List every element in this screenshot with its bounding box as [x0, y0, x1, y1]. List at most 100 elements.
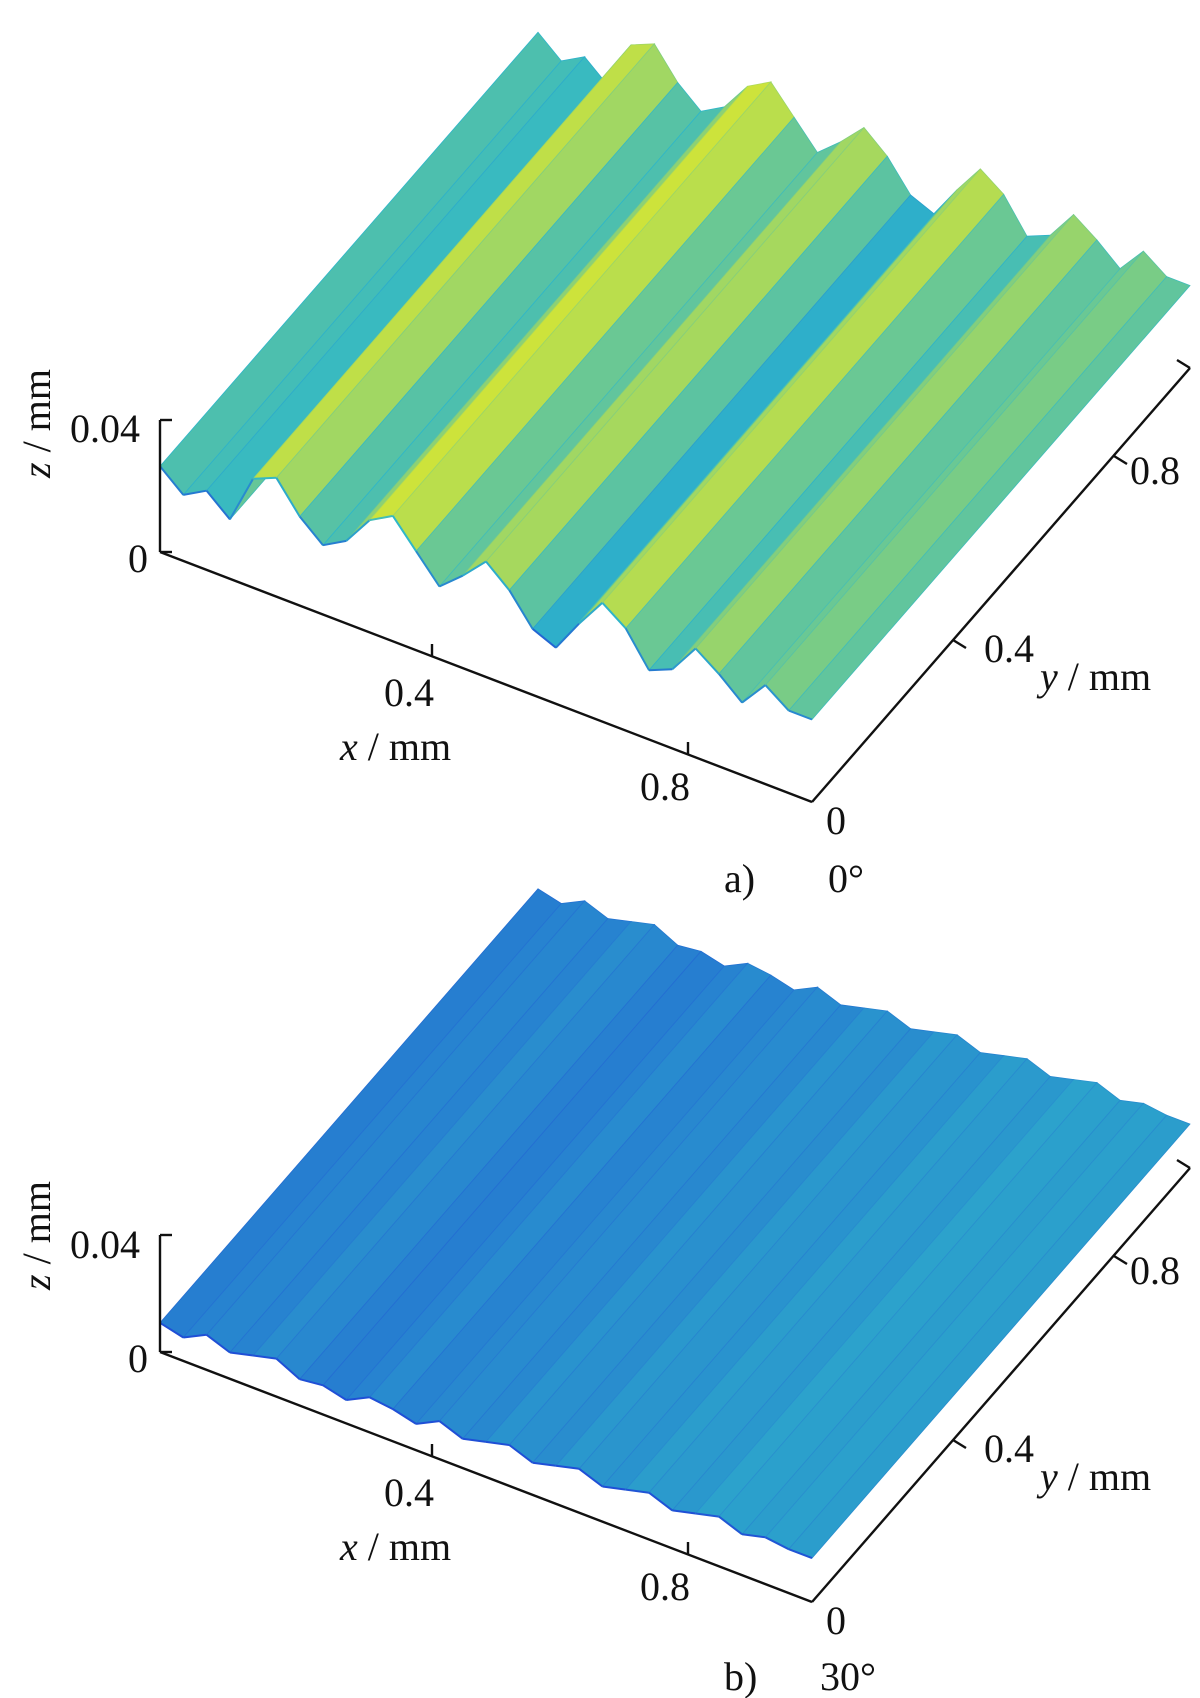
panel-a-x-axis-line	[159, 550, 813, 804]
panel-a-surface-front-edge	[438, 574, 464, 588]
panel-a-y-axis-line	[811, 367, 1191, 803]
panel-a-surface-front-edge	[275, 477, 301, 518]
panel-a-y-sep: /	[1058, 654, 1089, 699]
panel-b-z-tick-label: 0.04	[70, 1222, 140, 1267]
panel-a-y-var: y	[1036, 654, 1058, 699]
panel-b-x-var: x	[339, 1524, 358, 1569]
panel-b-y-tick	[952, 1438, 967, 1450]
panel-b-surface-front-edge	[205, 1334, 231, 1354]
panel-a-y-unit: mm	[1089, 654, 1151, 699]
panel-a-caption: a)	[724, 856, 755, 901]
panel-a-y-tick-label: 0.4	[984, 626, 1034, 671]
panel-b-caption: b)	[724, 1654, 757, 1698]
panel-b-y-tick-label: 0.8	[1130, 1248, 1180, 1293]
panel-b-surface-front-edge	[602, 1485, 626, 1491]
panel-b-surface-front-edge	[229, 1351, 254, 1357]
panel-a-surface-front-edge	[322, 539, 347, 547]
panel-a-z-unit: mm	[14, 369, 59, 431]
panel-b-surface-front-edge	[299, 1378, 324, 1387]
panel-a-surface-front-edge	[369, 514, 394, 522]
panel-b-surface-front-edge	[159, 1321, 184, 1339]
panel-a-y-tick	[1176, 358, 1191, 370]
panel-a-surface-front-edge	[764, 684, 790, 712]
panel-a-z-sep: /	[14, 431, 59, 462]
panel-b-axes	[158, 1158, 1191, 1604]
panel-a-angle: 0°	[828, 856, 864, 901]
panel-b-y-axis-label: y / mm	[1036, 1454, 1151, 1499]
panel-b-surface-front-edge	[485, 1440, 510, 1446]
panel-a-x-var: x	[339, 724, 358, 769]
panel-b-x-sep: /	[358, 1524, 389, 1569]
panel-a-surface-front-edge	[345, 519, 371, 542]
panel-b-surface-front-edge	[322, 1384, 347, 1401]
panel-b-y-tick	[1176, 1158, 1191, 1170]
panel-b-x-axis-line	[159, 1350, 813, 1604]
panel-a-y-tick	[952, 638, 967, 650]
panel-b-surface-front-edge	[625, 1488, 650, 1494]
panel-b-surface-front-edge	[695, 1512, 720, 1518]
panel-a-surface-front-edge	[415, 550, 441, 588]
panel-a-x-tick-label: 0.8	[640, 764, 690, 809]
panel-b-y-axis-line	[811, 1167, 1191, 1603]
panel-b-y-tick-label: 0.4	[984, 1426, 1034, 1471]
panel-b-surface-front-edge	[532, 1461, 557, 1467]
panel-a-y-tick-label: 0.8	[1130, 448, 1180, 493]
panel-b-surface-front-edge	[346, 1396, 370, 1401]
panel-b-y-tick-label: 0	[826, 1598, 846, 1643]
panel-a-surface-front-edge	[298, 515, 324, 546]
panel-a-surface-front-edge	[205, 490, 231, 521]
panel-a-surface-plot: 0.04 0 z / mm 0.4 0.8 x / mm 0 0.4 0.8 y…	[14, 31, 1191, 901]
panel-b-surface-front-edge	[369, 1396, 394, 1410]
panel-b-surface-front-edge	[508, 1444, 534, 1464]
panel-b-surface-front-edge	[718, 1515, 743, 1536]
panel-a-surface-front-edge	[601, 602, 627, 629]
panel-a-surface-front-edge	[671, 647, 697, 670]
panel-b-angle: 30°	[820, 1654, 876, 1698]
panel-a-z-var: z	[14, 462, 59, 479]
panel-a-x-sep: /	[358, 724, 389, 769]
panel-b-z-tick-label: 0	[128, 1336, 148, 1381]
panel-b-surface-front-edge	[275, 1357, 301, 1380]
panel-a-z-tick-label: 0	[128, 536, 148, 581]
panel-a-surface-front-edge	[694, 647, 720, 675]
panel-b-surface-front-edge	[578, 1468, 604, 1488]
panel-a-surface-front-edge	[183, 489, 207, 496]
panel-b-x-tick-label: 0.8	[640, 1564, 690, 1609]
panel-a-surface-front-edge	[508, 589, 534, 630]
panel-b-surface-front-edge	[764, 1536, 790, 1551]
panel-b-y-var: y	[1036, 1454, 1058, 1499]
panel-a-surface-front-edge	[485, 560, 511, 591]
panel-a-surface-front-edge	[718, 673, 743, 704]
panel-b-surface-front-edge	[741, 1533, 766, 1539]
panel-b-surface-front-edge	[672, 1509, 696, 1515]
panel-b-surface-front-edge	[415, 1420, 440, 1425]
panel-b-surface-front-edge	[555, 1464, 580, 1470]
panel-a-surface-front-edge	[788, 709, 813, 721]
panel-a-axes	[158, 358, 1191, 804]
panel-b-x-tick-label: 0.4	[384, 1470, 434, 1515]
panel-b-x-axis-label: x / mm	[339, 1524, 451, 1569]
panel-a-surface-front-edge	[624, 627, 650, 671]
panel-b-y-tick	[1113, 1254, 1128, 1266]
panel-a-surface	[159, 31, 1191, 721]
panel-a-y-tick	[1113, 454, 1128, 466]
panel-a-surface-front-edge	[741, 684, 767, 704]
panel-a-surface-front-edge	[578, 602, 604, 625]
panel-a-surface-front-edge	[253, 476, 277, 480]
panel-a-surface-front-edge	[531, 628, 557, 649]
panel-b-y-unit: mm	[1089, 1454, 1151, 1499]
panel-b-surface	[159, 888, 1191, 1560]
panel-b-y-sep: /	[1058, 1454, 1089, 1499]
panel-b-surface-front-edge	[462, 1437, 487, 1443]
panel-a-x-tick-label: 0.4	[384, 670, 434, 715]
panel-a-y-axis-label: y / mm	[1036, 654, 1151, 699]
panel-a-z-tick-label: 0.04	[70, 406, 140, 451]
panel-a-surface-front-edge	[462, 560, 487, 577]
panel-b-surface-front-edge	[438, 1420, 464, 1440]
panel-a-y-tick-label: 0	[826, 798, 846, 843]
panel-a-x-unit: mm	[389, 724, 451, 769]
panel-a-surface-front-edge	[392, 515, 417, 552]
panel-a-surface-front-edge	[555, 622, 580, 649]
panel-b-surface-plot: 0.04 0 z / mm 0.4 0.8 x / mm 0 0.4 0.8 y…	[14, 888, 1191, 1698]
